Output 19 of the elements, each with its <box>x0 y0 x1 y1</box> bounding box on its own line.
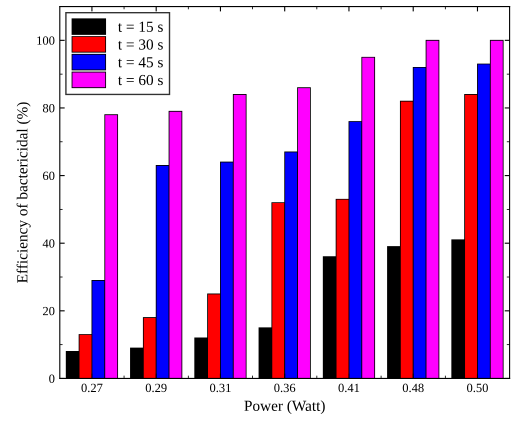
x-tick-label: 0.50 <box>467 384 488 392</box>
x-tick-label: 0.29 <box>146 384 167 392</box>
x-tick-label: 0.41 <box>338 384 360 392</box>
y-tick-label: 40 <box>42 239 54 248</box>
y-tick-label: 20 <box>42 306 54 316</box>
y-tick-label: 100 <box>37 36 54 45</box>
y-axis-title: Efficiency of bactericidal (%) <box>16 102 31 283</box>
legend-label: t = 30 s <box>118 39 163 50</box>
y-tick-label: 60 <box>42 172 54 180</box>
x-tick-label: 0.27 <box>81 384 103 392</box>
x-tick-label: 0.48 <box>402 384 424 392</box>
x-tick-label: 0.36 <box>274 384 296 392</box>
x-axis-title: Power (Watt) <box>244 400 325 414</box>
legend-label: t = 60 s <box>118 74 163 86</box>
legend-label: t = 45 s <box>118 57 163 68</box>
legend-label: t = 15 s <box>118 22 163 32</box>
x-tick-label: 0.31 <box>210 384 231 392</box>
y-tick-label: 0 <box>49 374 54 383</box>
y-tick-label: 80 <box>42 104 54 112</box>
